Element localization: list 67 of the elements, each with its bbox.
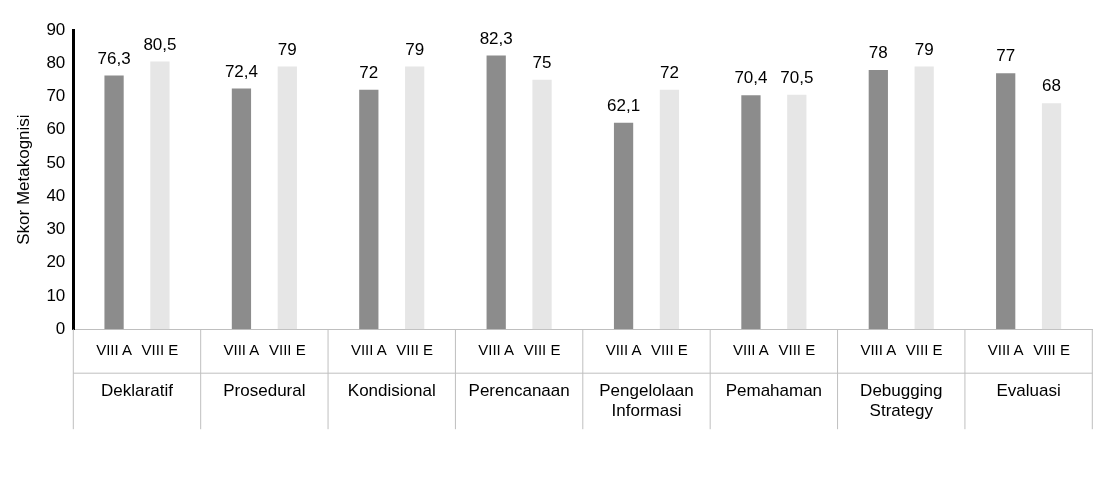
y-tick-label: 10 <box>46 285 66 305</box>
data-label: 70,4 <box>734 68 768 88</box>
data-label: 79 <box>277 39 297 59</box>
y-tick-label: 80 <box>46 52 66 72</box>
y-tick-label: 50 <box>46 152 66 172</box>
y-axis-title: Skor Metakognisi <box>13 114 33 245</box>
data-label: 80,5 <box>143 34 177 54</box>
text: VIII E <box>396 341 434 359</box>
data-label: 72 <box>359 63 379 83</box>
data-label: 70,5 <box>780 68 814 88</box>
x-tick-label: Kondisional <box>347 381 436 401</box>
bar <box>787 94 807 330</box>
data-label: 75 <box>532 53 552 73</box>
y-tick-label: 60 <box>46 119 66 139</box>
x-tick-label: Pemahaman <box>725 381 823 401</box>
text: VIII E <box>651 341 688 359</box>
text: VIII E <box>778 341 816 359</box>
bar <box>359 89 379 330</box>
data-label: 79 <box>914 39 934 59</box>
y-tick-label: 30 <box>46 219 66 239</box>
x-tick-label: Debugging Strategy <box>860 381 943 421</box>
data-label: 72 <box>659 63 679 83</box>
bar <box>996 73 1016 330</box>
y-tick-label: 0 <box>55 318 66 338</box>
bar <box>104 75 124 330</box>
text: VIII A <box>860 341 897 359</box>
data-label: 78 <box>868 43 888 63</box>
bar <box>613 122 634 330</box>
text: VIII A <box>350 341 387 359</box>
y-tick-label: 70 <box>46 86 66 106</box>
bar <box>868 69 888 330</box>
text: VIII E <box>905 341 943 359</box>
bar <box>231 88 252 330</box>
bar <box>741 95 761 330</box>
x-tick-label: Deklaratif <box>101 381 174 401</box>
x-tick-label: Pengelolaan Informasi <box>599 381 694 421</box>
series-label: VIII E <box>523 341 561 359</box>
data-label: 77 <box>996 46 1016 66</box>
text: VIII E <box>141 341 179 359</box>
y-tick-label: 90 <box>46 19 66 39</box>
y-tick-label: 20 <box>46 252 66 272</box>
data-label: 79 <box>405 39 425 59</box>
data-label: 76,3 <box>97 48 131 68</box>
text: VIII A <box>223 341 260 359</box>
text: VIII A <box>987 341 1024 359</box>
bar <box>914 66 934 330</box>
bar <box>150 61 170 330</box>
y-tick-label: 40 <box>46 185 66 205</box>
series-label: VIII A <box>605 341 642 359</box>
x-tick-label: Perencanaan <box>468 381 570 401</box>
data-label: 82,3 <box>479 28 513 48</box>
bar <box>486 55 506 330</box>
text: VIII E <box>268 341 306 359</box>
text: VIII A <box>96 341 132 359</box>
bar <box>277 66 297 330</box>
bar <box>659 89 680 330</box>
bar <box>532 79 552 330</box>
text: VIII E <box>1033 341 1070 359</box>
x-tick-label: Prosedural <box>223 381 306 401</box>
bar <box>1041 103 1062 330</box>
x-tick-label: Evaluasi <box>996 381 1061 401</box>
bar <box>405 66 425 330</box>
text: VIII A <box>478 341 515 359</box>
data-label: 68 <box>1042 76 1062 96</box>
data-label: 62,1 <box>607 95 641 115</box>
data-label: 72,4 <box>224 61 258 81</box>
text: VIII A <box>733 341 769 359</box>
